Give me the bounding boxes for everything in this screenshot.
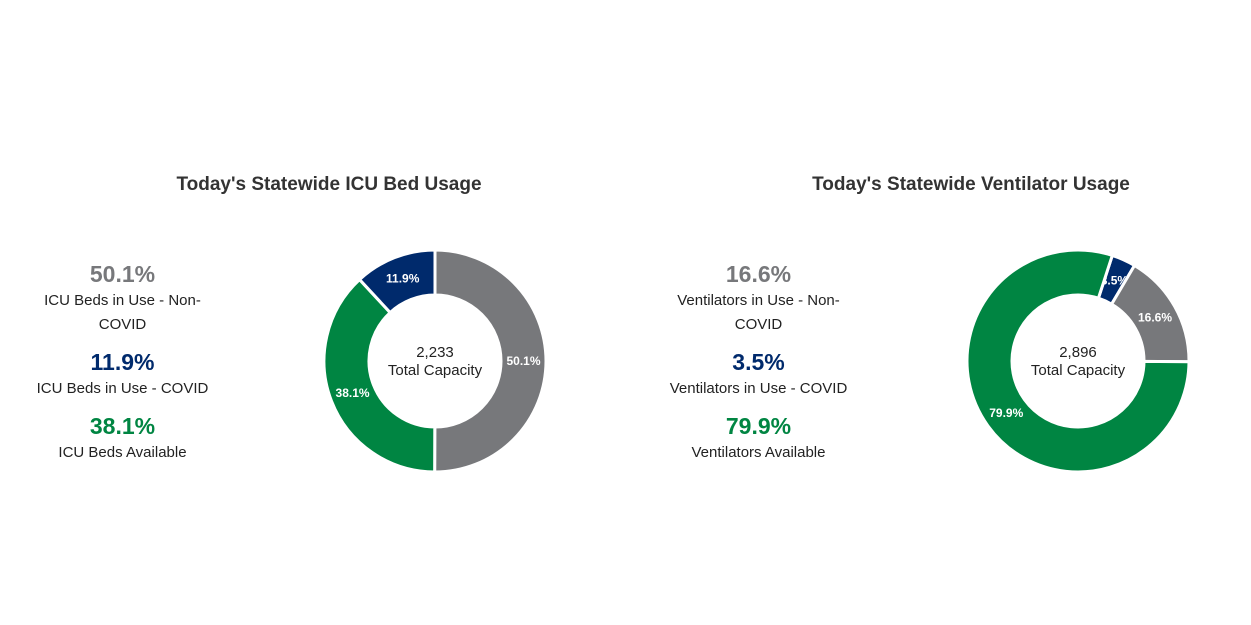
center-total-label: Total Capacity (388, 362, 483, 379)
slice-data-label: 79.9% (989, 406, 1023, 420)
stat-label: ICU Beds in Use - COVID (36, 380, 209, 397)
donut-slice[interactable] (322, 277, 437, 474)
center-total-value: 2,233 (416, 344, 454, 361)
ventilator-stats: 16.6% Ventilators in Use - Non-COVID 3.5… (661, 259, 856, 475)
donut-slice[interactable] (433, 248, 548, 474)
stat-label: Ventilators in Use - Non-COVID (677, 292, 840, 333)
stat-value: 3.5% (732, 349, 785, 375)
ventilator-chart-title: Today's Statewide Ventilator Usage (812, 174, 1130, 195)
center-total-value: 2,896 (1059, 344, 1097, 361)
stat-label: ICU Beds in Use - Non-COVID (44, 292, 201, 333)
slice-data-label: 38.1% (336, 386, 370, 400)
icu-panel: Today's Statewide ICU Bed Usage 50.1% IC… (0, 0, 625, 625)
donut-slice[interactable] (965, 248, 1191, 474)
stat-label: ICU Beds Available (58, 444, 187, 461)
center-total-label: Total Capacity (1031, 362, 1126, 379)
stat-value: 16.6% (725, 261, 792, 287)
ventilator-stat-non-covid: 16.6% Ventilators in Use - Non-COVID (661, 259, 856, 337)
stat-value: 79.9% (725, 413, 792, 439)
ventilator-stat-covid: 3.5% Ventilators in Use - COVID (661, 347, 856, 401)
stat-value: 11.9% (90, 349, 155, 375)
ventilator-panel: Today's Statewide Ventilator Usage 16.6%… (636, 0, 1251, 625)
donut-slice[interactable] (357, 248, 437, 315)
icu-chart-title: Today's Statewide ICU Bed Usage (176, 174, 482, 195)
ventilator-stat-available: 79.9% Ventilators Available (661, 411, 856, 465)
stat-label: Ventilators in Use - COVID (669, 380, 848, 397)
icu-stat-available: 38.1% ICU Beds Available (25, 411, 220, 465)
icu-stats: 50.1% ICU Beds in Use - Non-COVID 11.9% … (25, 259, 220, 475)
stat-value: 38.1% (89, 413, 156, 439)
icu-stat-non-covid: 50.1% ICU Beds in Use - Non-COVID (25, 259, 220, 337)
slice-data-label: 16.6% (1138, 310, 1172, 324)
slice-data-label: 50.1% (506, 354, 540, 368)
stat-label: Ventilators Available (691, 444, 826, 461)
slice-data-label: 11.9% (386, 272, 420, 286)
stat-value: 50.1% (89, 261, 156, 287)
icu-stat-covid: 11.9% ICU Beds in Use - COVID (25, 347, 220, 401)
slice-data-label: 3.5% (1101, 273, 1129, 287)
